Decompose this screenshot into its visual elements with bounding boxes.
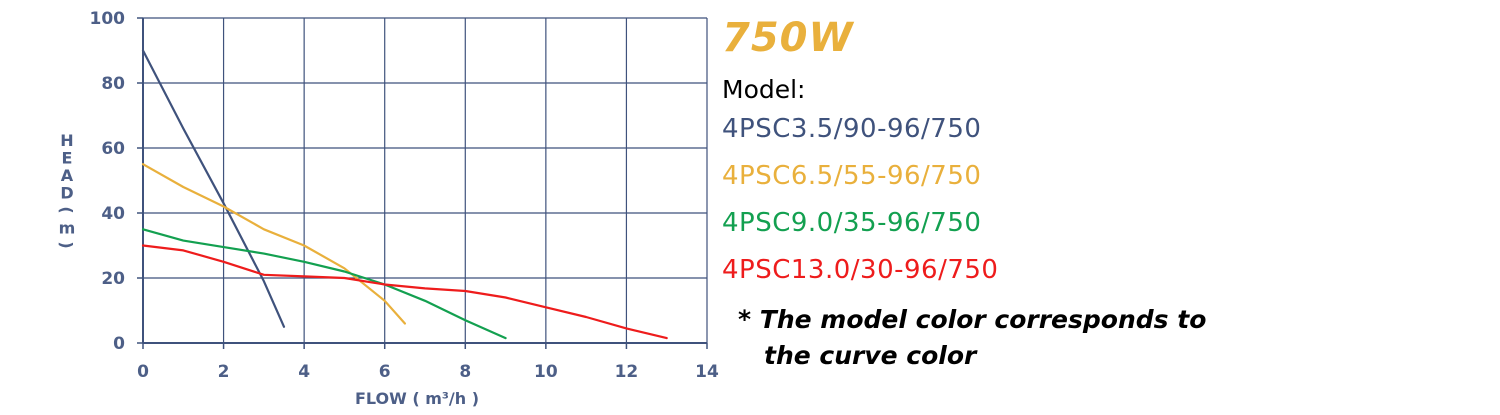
- model-item: 4PSC3.5/90-96/750: [722, 114, 982, 144]
- y-tick-label: 20: [101, 269, 125, 289]
- x-tick-label: 10: [534, 362, 558, 382]
- y-axis-title-char: E: [62, 149, 73, 168]
- power-rating: 750W: [722, 15, 854, 61]
- series-line: [141, 228, 507, 340]
- y-tick-label: 60: [101, 139, 125, 159]
- y-axis-title-char: ): [57, 241, 76, 248]
- y-axis-title-char: D: [60, 184, 73, 203]
- y-tick-label: 100: [90, 9, 126, 29]
- y-tick-label: 40: [101, 204, 125, 224]
- model-item: 4PSC6.5/55-96/750: [722, 161, 982, 191]
- x-tick-label: 12: [615, 362, 639, 382]
- model-item: 4PSC13.0/30-96/750: [722, 255, 999, 285]
- series-line: [141, 49, 286, 328]
- series-line: [141, 244, 668, 340]
- chart-series: [141, 49, 668, 340]
- x-tick-label: 0: [137, 362, 149, 382]
- chart-ticks: 0 2 4 6 8 10 12 14 0 20 40 60 80 100: [90, 9, 719, 382]
- series-line: [141, 163, 406, 325]
- legend-panel: 750W Model: 4PSC3.5/90-96/750 4PSC6.5/55…: [722, 12, 1492, 374]
- y-axis-title-char: A: [61, 166, 74, 185]
- y-axis-title-char: m: [59, 219, 76, 238]
- y-axis-title-char: H: [60, 131, 73, 150]
- x-tick-label: 14: [695, 362, 719, 382]
- pump-performance-chart: 0 2 4 6 8 10 12 14 0 20 40 60 80 100 FLOW ( m³/h ) HE…: [57, 9, 719, 408]
- y-axis-title-char: (: [57, 206, 76, 213]
- x-tick-label: 4: [298, 362, 310, 382]
- y-tick-label: 0: [113, 334, 125, 354]
- y-tick-label: 80: [101, 74, 125, 94]
- model-heading: Model:: [722, 75, 806, 104]
- x-tick-label: 6: [379, 362, 391, 382]
- color-note-line-2: the curve color: [764, 341, 977, 370]
- model-list: 4PSC3.5/90-96/750 4PSC6.5/55-96/750 4PSC…: [722, 106, 1492, 294]
- model-item: 4PSC9.0/35-96/750: [722, 208, 982, 238]
- x-tick-label: 8: [459, 362, 471, 382]
- x-tick-label: 2: [218, 362, 230, 382]
- color-note: * The model color corresponds to the cur…: [738, 302, 1492, 374]
- x-axis-title: FLOW ( m³/h ): [355, 389, 479, 408]
- color-note-line-1: * The model color corresponds to: [738, 305, 1207, 334]
